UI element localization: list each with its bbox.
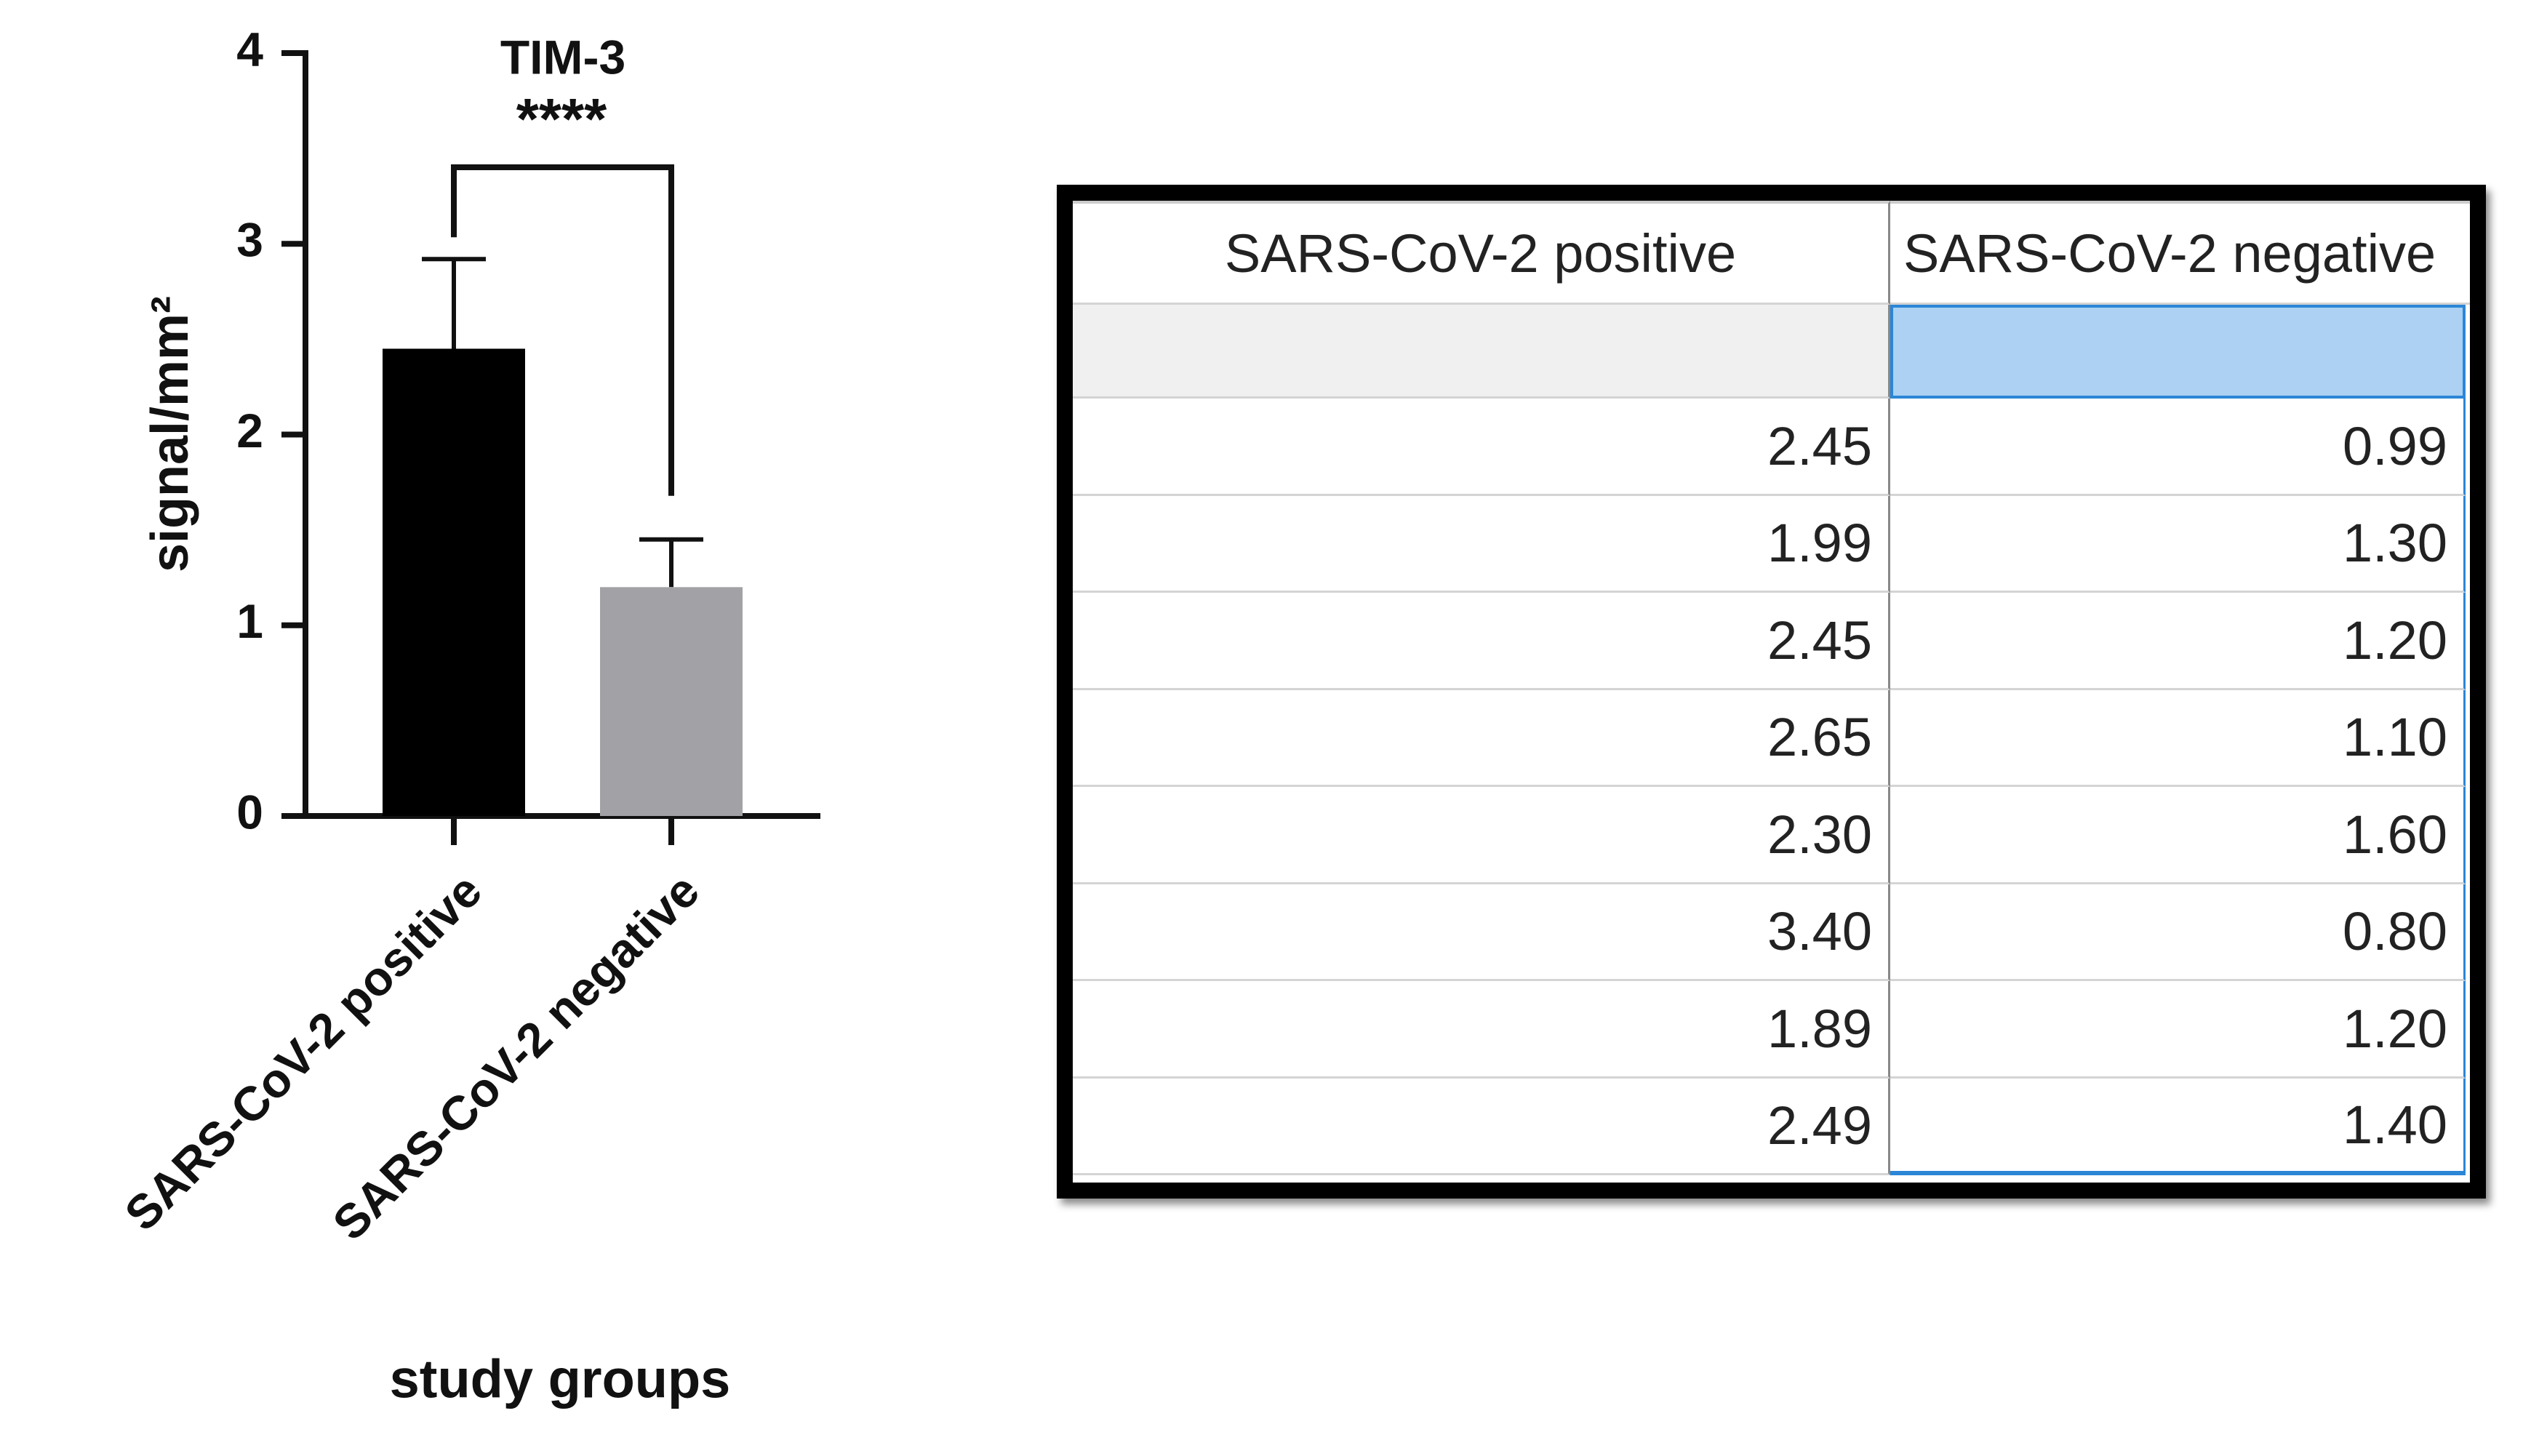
table-cell: 0.99: [1890, 399, 2466, 496]
y-tick-label: 2: [236, 404, 263, 457]
selected-cell: [1890, 305, 2466, 399]
table-cell: 2.45: [1073, 593, 1890, 690]
table-header: SARS-CoV-2 negative: [1890, 201, 2470, 305]
table-cell: 2.45: [1073, 399, 1890, 496]
bar: [600, 587, 743, 816]
table-cell: 1.20: [1890, 981, 2466, 1079]
table-cell: 1.20: [1890, 593, 2466, 690]
table-cell: 3.40: [1073, 884, 1890, 981]
chart-title: TIM-3: [500, 30, 625, 84]
table-cell: 1.30: [1890, 495, 2466, 593]
y-tick-label: 0: [236, 785, 263, 839]
x-axis-label: study groups: [390, 1349, 731, 1409]
chart: TIM-3 **** signal/mm² study groups 0 1 2 3 4…: [114, 22, 820, 1409]
table-cell: 1.60: [1890, 787, 2466, 884]
table-cell: 1.10: [1890, 689, 2466, 787]
data-table: SARS-CoV-2 positive SARS-CoV-2 negative 2.…: [1057, 185, 2486, 1199]
significance-bracket: [451, 164, 674, 496]
bar: [383, 348, 525, 816]
table-cell: 0.80: [1890, 884, 2466, 981]
y-tick-label: 4: [236, 22, 263, 76]
table-cell: 2.30: [1073, 787, 1890, 884]
x-tick-label: SARS-CoV-2 negative: [322, 863, 709, 1250]
table-cell: 1.89: [1073, 981, 1890, 1079]
table-header: SARS-CoV-2 positive: [1073, 201, 1890, 305]
table-cell: 1.40: [1890, 1078, 2466, 1175]
table-cell: 1.99: [1073, 495, 1890, 593]
significance: ****: [516, 87, 607, 151]
empty-row: [1073, 305, 1890, 399]
table-cell: 2.49: [1073, 1078, 1890, 1175]
table-cell: 2.65: [1073, 689, 1890, 787]
y-tick-label: 3: [236, 213, 263, 267]
y-tick-label: 1: [236, 594, 263, 648]
y-axis-label: signal/mm²: [141, 296, 199, 572]
x-tick-label: SARS-CoV-2 positive: [114, 863, 492, 1241]
